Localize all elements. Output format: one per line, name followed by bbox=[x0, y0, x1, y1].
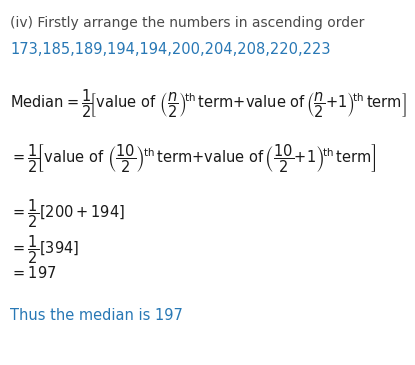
Text: Thus the median is 197: Thus the median is 197 bbox=[10, 308, 183, 323]
Text: $=\dfrac{1}{2}\left[200+194\right]$: $=\dfrac{1}{2}\left[200+194\right]$ bbox=[10, 197, 125, 230]
Text: $=\dfrac{1}{2}\left[394\right]$: $=\dfrac{1}{2}\left[394\right]$ bbox=[10, 234, 80, 266]
Text: $=\dfrac{1}{2}\!\left[\mathrm{value\ of\ }\left(\dfrac{10}{2}\right)^{\!\mathrm{: $=\dfrac{1}{2}\!\left[\mathrm{value\ of\… bbox=[10, 142, 377, 175]
Text: $\mathrm{Median}{=}\dfrac{1}{2}\!\left[\mathrm{value\ of\ }\left(\dfrac{n}{2}\ri: $\mathrm{Median}{=}\dfrac{1}{2}\!\left[\… bbox=[10, 88, 407, 120]
Text: (iv) Firstly arrange the numbers in ascending order: (iv) Firstly arrange the numbers in asce… bbox=[10, 16, 365, 30]
Text: 173,185,189,194,194,200,204,208,220,223: 173,185,189,194,194,200,204,208,220,223 bbox=[10, 42, 331, 57]
Text: $=197$: $=197$ bbox=[10, 265, 57, 281]
